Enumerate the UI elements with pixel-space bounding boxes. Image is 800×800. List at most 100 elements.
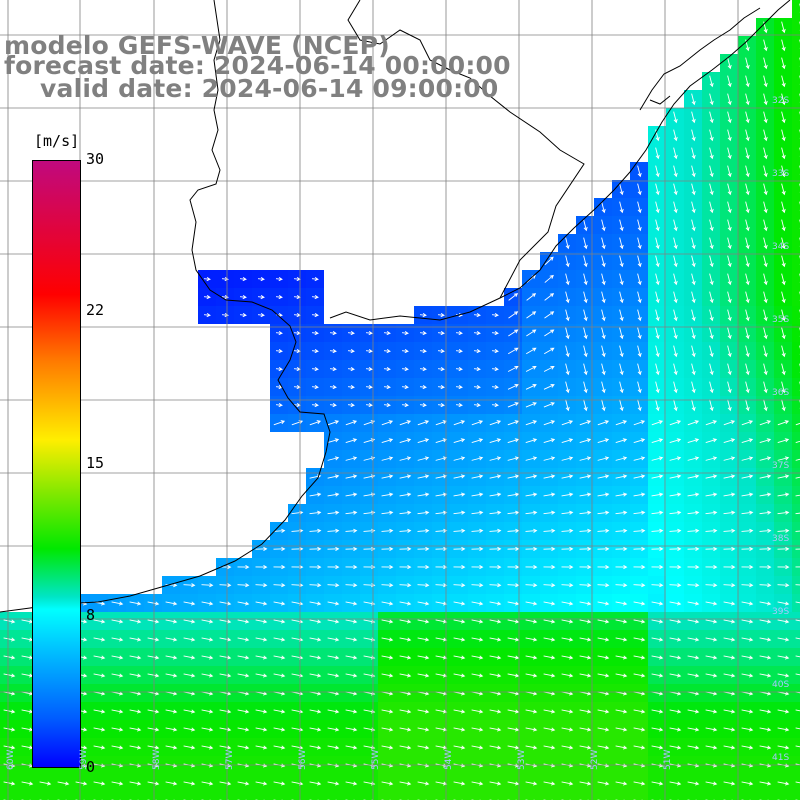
wind-arrow <box>565 255 570 268</box>
wind-arrow <box>619 237 624 250</box>
wind-arrow <box>273 781 286 786</box>
wind-arrow <box>345 438 358 444</box>
wind-arrow <box>579 438 592 444</box>
wind-arrow <box>705 673 718 678</box>
wind-arrow <box>615 727 628 732</box>
wind-arrow <box>399 655 412 660</box>
wind-arrow <box>453 546 466 551</box>
wind-arrow <box>507 781 520 786</box>
wind-arrow <box>237 655 250 660</box>
wind-arrow <box>727 165 732 178</box>
wind-arrow <box>165 619 178 624</box>
wind-arrow <box>669 655 682 660</box>
wind-arrow <box>417 619 430 624</box>
wind-arrow <box>745 219 750 232</box>
wind-arrow <box>597 637 610 642</box>
wind-arrow <box>419 330 427 336</box>
wind-arrow <box>723 456 736 461</box>
wind-arrow <box>257 312 265 318</box>
wind-arrow <box>525 510 538 515</box>
wind-arrow <box>705 456 718 461</box>
wind-arrow <box>507 510 520 515</box>
wind-arrow <box>705 564 718 570</box>
wind-arrow <box>453 564 466 570</box>
wind-arrow <box>655 165 660 178</box>
wind-cell <box>792 0 800 18</box>
colorbar-tick-30: 30 <box>86 150 105 168</box>
wind-arrow <box>399 438 412 444</box>
wind-arrow <box>795 548 800 550</box>
wind-arrow <box>237 601 250 606</box>
wind-arrow <box>673 345 678 358</box>
wind-arrow <box>399 583 412 588</box>
wind-arrow <box>615 601 628 606</box>
wind-arrow <box>781 291 786 304</box>
wind-arrow <box>669 745 682 750</box>
wind-arrow <box>255 564 268 570</box>
wind-arrow <box>309 583 322 588</box>
wind-arrow <box>597 745 610 750</box>
wind-arrow <box>3 727 16 732</box>
wind-arrow <box>763 291 768 304</box>
wind-arrow <box>327 637 340 642</box>
wind-arrow <box>633 655 646 660</box>
wind-arrow <box>781 309 786 322</box>
wind-arrow <box>597 438 610 444</box>
wind-arrow <box>327 510 340 515</box>
wind-arrow <box>795 476 800 479</box>
wind-arrow <box>565 399 570 412</box>
wind-arrow <box>147 601 160 606</box>
wind-arrow <box>417 456 430 461</box>
wind-arrow <box>777 456 790 461</box>
wind-arrow <box>543 474 556 479</box>
wind-cell <box>792 180 800 198</box>
wind-cell <box>576 792 594 800</box>
wind-arrow <box>597 655 610 660</box>
wind-arrow <box>669 564 682 570</box>
wind-arrow <box>777 583 790 588</box>
wind-arrow <box>525 492 538 497</box>
wind-arrow <box>203 294 211 300</box>
wind-arrow <box>561 510 574 515</box>
wind-arrow <box>655 345 660 358</box>
wind-arrow <box>633 781 646 786</box>
wind-arrow <box>437 348 445 354</box>
wind-arrow <box>165 673 178 678</box>
wind-arrow <box>399 727 412 732</box>
wind-arrow <box>687 781 700 786</box>
wind-arrow <box>525 365 537 372</box>
wind-arrow <box>777 420 790 426</box>
wind-arrow <box>691 291 696 304</box>
wind-arrow <box>417 510 430 515</box>
wind-arrow <box>508 311 519 319</box>
wind-arrow <box>705 727 718 732</box>
wind-arrow <box>795 745 800 748</box>
wind-arrow <box>507 564 520 570</box>
wind-arrow <box>453 655 466 660</box>
wind-arrow <box>525 384 537 390</box>
wind-cell <box>792 648 800 666</box>
wind-arrow <box>473 312 481 318</box>
wind-arrow <box>453 528 466 533</box>
wind-arrow <box>399 474 412 479</box>
wind-arrow <box>759 619 772 624</box>
wind-arrow <box>561 528 574 533</box>
wind-arrow <box>201 709 214 714</box>
wind-arrow <box>669 474 682 479</box>
wind-arrow <box>401 348 409 354</box>
wind-arrow <box>637 309 642 322</box>
wind-arrow <box>691 183 696 196</box>
wind-arrow <box>583 291 588 304</box>
wind-arrow <box>781 381 786 394</box>
wind-arrow <box>781 201 786 214</box>
wind-arrow <box>763 57 768 70</box>
wind-arrow <box>543 510 556 515</box>
wind-arrow <box>471 709 484 714</box>
wind-arrow <box>745 399 750 412</box>
wind-arrow <box>309 709 322 714</box>
wind-arrow <box>673 237 678 250</box>
wind-arrow <box>327 564 340 570</box>
wind-arrow <box>345 492 358 497</box>
wind-arrow <box>561 438 574 444</box>
wind-arrow <box>327 438 340 444</box>
